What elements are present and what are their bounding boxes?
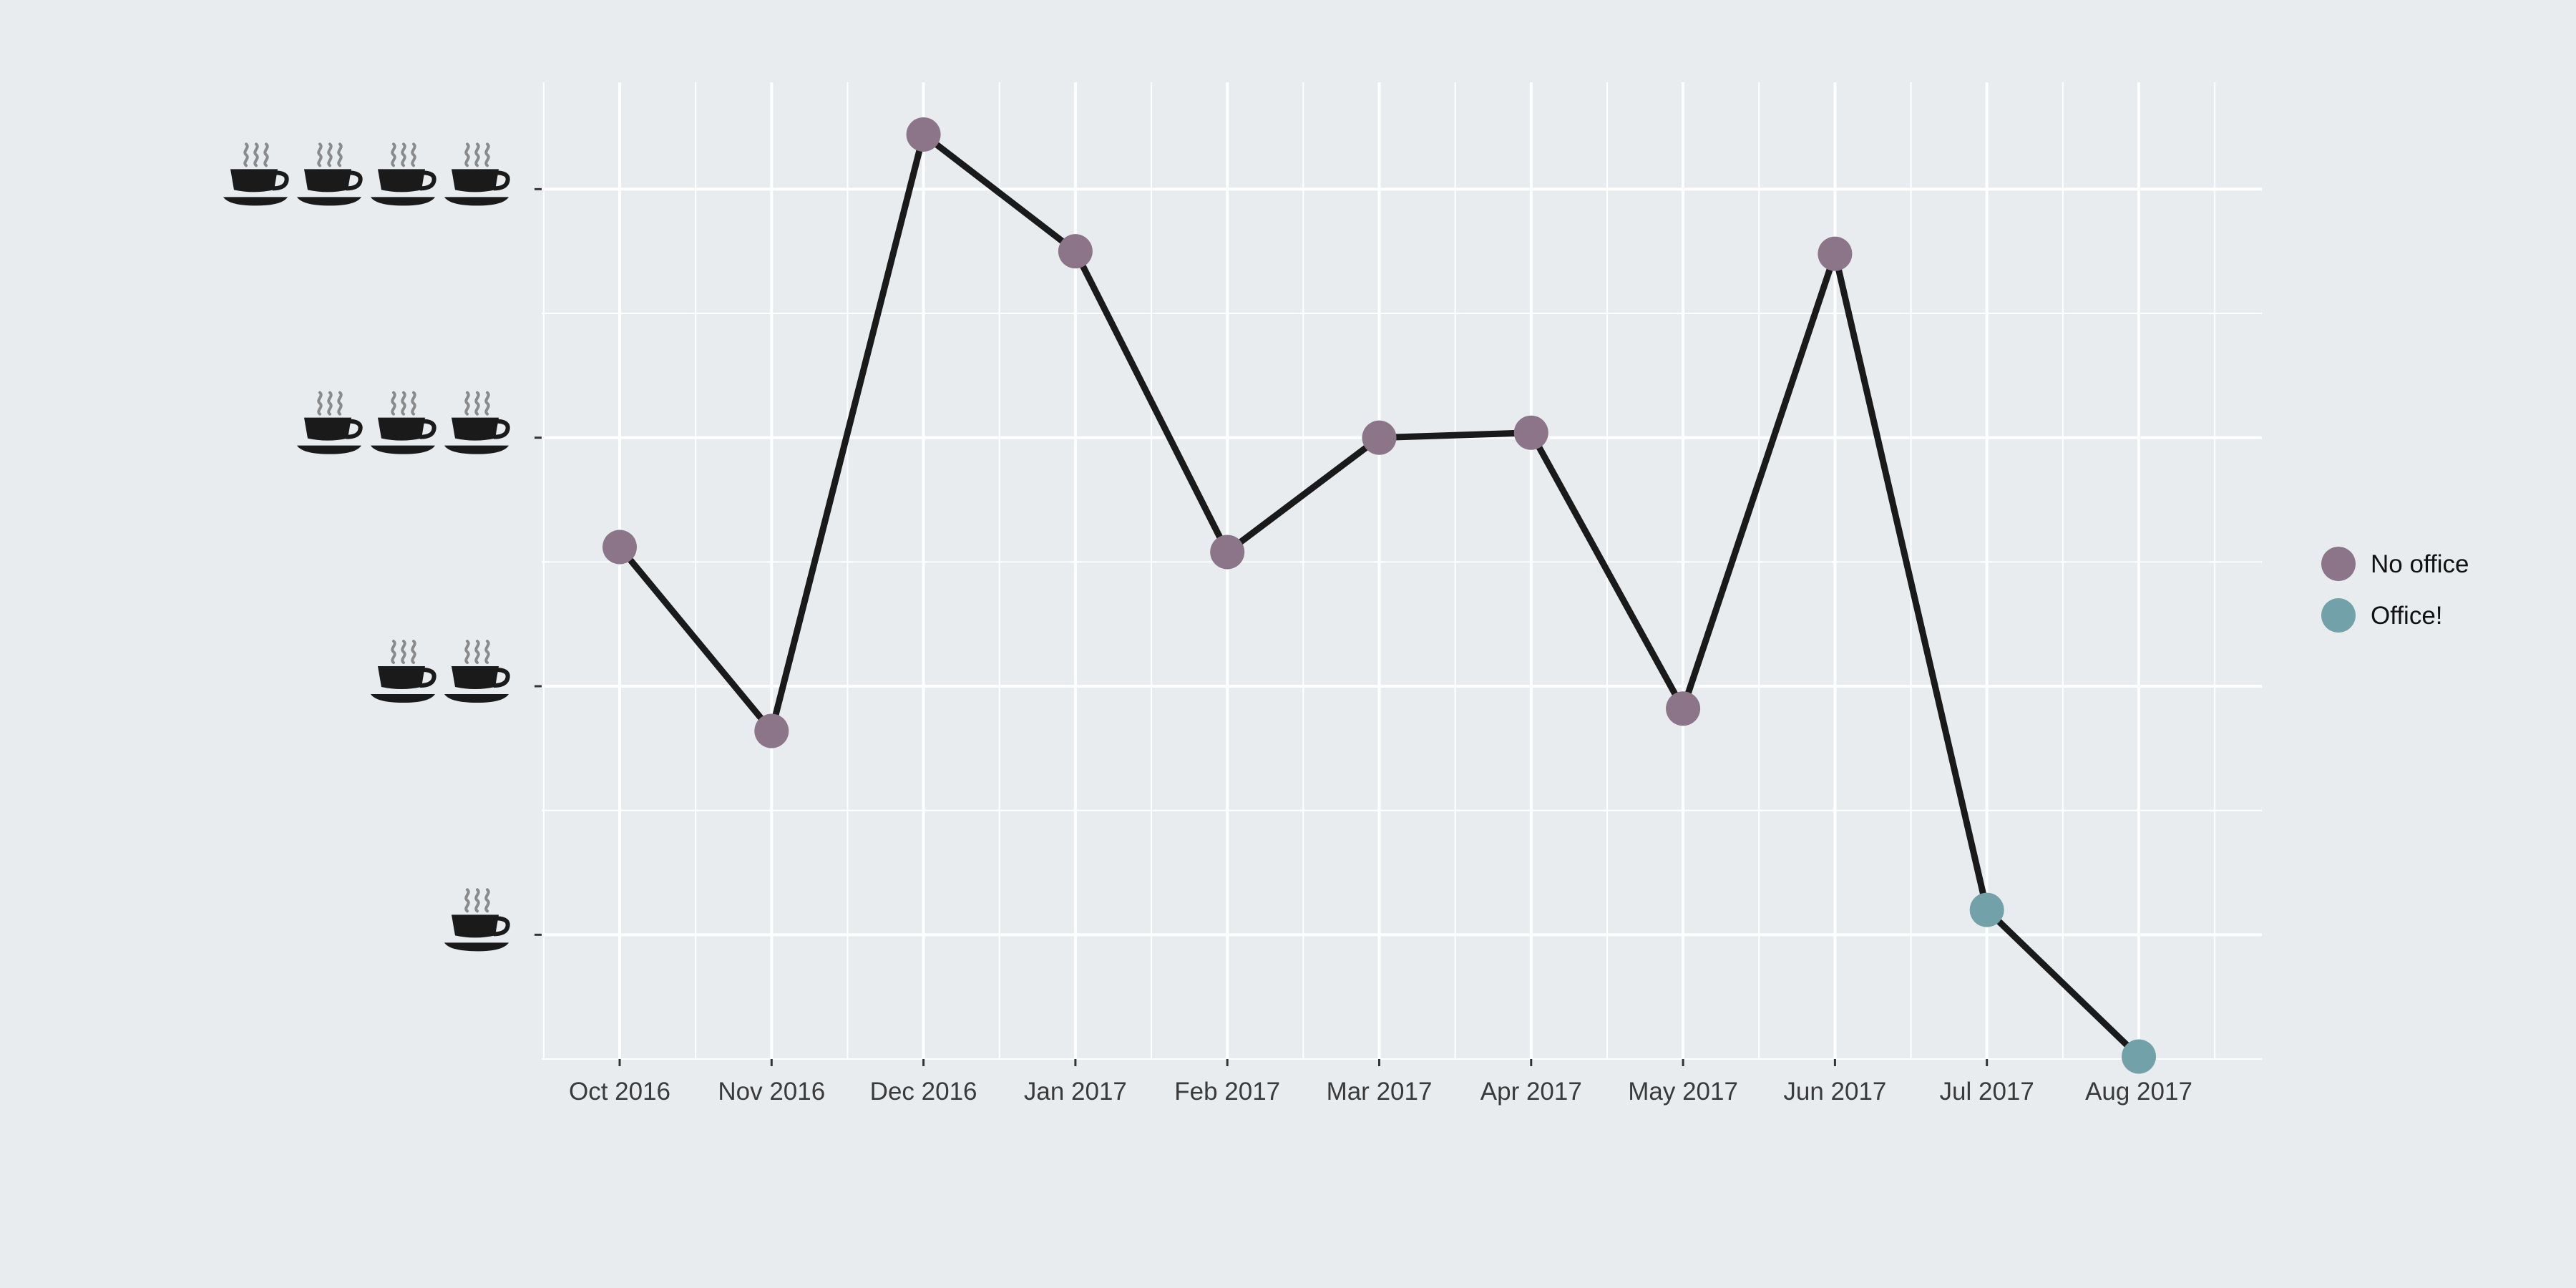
legend-item: Office! xyxy=(2321,598,2443,633)
legend: No office Office! xyxy=(2321,547,2469,633)
x-tick-label: Aug 2017 xyxy=(2085,1078,2192,1106)
data-point xyxy=(1513,415,1548,450)
x-tick-label: Nov 2016 xyxy=(718,1078,825,1106)
y-tick-label xyxy=(297,391,510,454)
data-point xyxy=(1362,420,1397,455)
legend-label: Office! xyxy=(2371,602,2443,630)
legend-item: No office xyxy=(2321,547,2469,581)
coffee-cup-icon xyxy=(371,391,436,454)
legend-swatch xyxy=(2321,598,2356,633)
data-point xyxy=(602,530,637,565)
coffee-cup-icon xyxy=(297,391,363,454)
data-points xyxy=(602,117,2156,1074)
x-tick-label: May 2017 xyxy=(1628,1078,1738,1106)
data-point xyxy=(1666,691,1701,726)
data-point xyxy=(2122,1039,2156,1074)
x-tick-label: Apr 2017 xyxy=(1480,1078,1582,1106)
axes: Oct 2016 Nov 2016 Dec 2016 Jan 2017 Feb 2017… xyxy=(223,142,2192,1106)
x-tick-label: Jan 2017 xyxy=(1024,1078,1127,1106)
coffee-cup-icon xyxy=(371,640,436,703)
coffee-cup-icon xyxy=(444,142,510,206)
data-point xyxy=(906,117,941,152)
coffee-cup-icon xyxy=(371,142,436,206)
coffee-cup-icon xyxy=(223,142,289,206)
x-tick-label: Jul 2017 xyxy=(1940,1078,2034,1106)
x-tick-label: Oct 2016 xyxy=(569,1078,670,1106)
panel-background xyxy=(542,82,2262,1059)
y-tick-label xyxy=(371,640,510,703)
coffee-cup-icon xyxy=(444,640,510,703)
x-tick-label: Mar 2017 xyxy=(1327,1078,1433,1106)
x-tick-label: Jun 2017 xyxy=(1783,1078,1886,1106)
data-point xyxy=(1969,892,2004,927)
y-tick-label xyxy=(444,888,510,952)
data-point xyxy=(1818,236,1853,271)
coffee-cup-icon xyxy=(297,142,363,206)
data-point xyxy=(1210,535,1245,570)
data-point xyxy=(754,713,789,748)
x-tick-label: Feb 2017 xyxy=(1174,1078,1280,1106)
legend-swatch xyxy=(2321,547,2356,581)
data-point xyxy=(1058,234,1093,269)
y-tick-label xyxy=(223,142,510,206)
x-tick-label: Dec 2016 xyxy=(870,1078,977,1106)
coffee-cup-icon xyxy=(444,888,510,952)
legend-label: No office xyxy=(2371,550,2469,578)
coffee-cup-icon xyxy=(444,391,510,454)
